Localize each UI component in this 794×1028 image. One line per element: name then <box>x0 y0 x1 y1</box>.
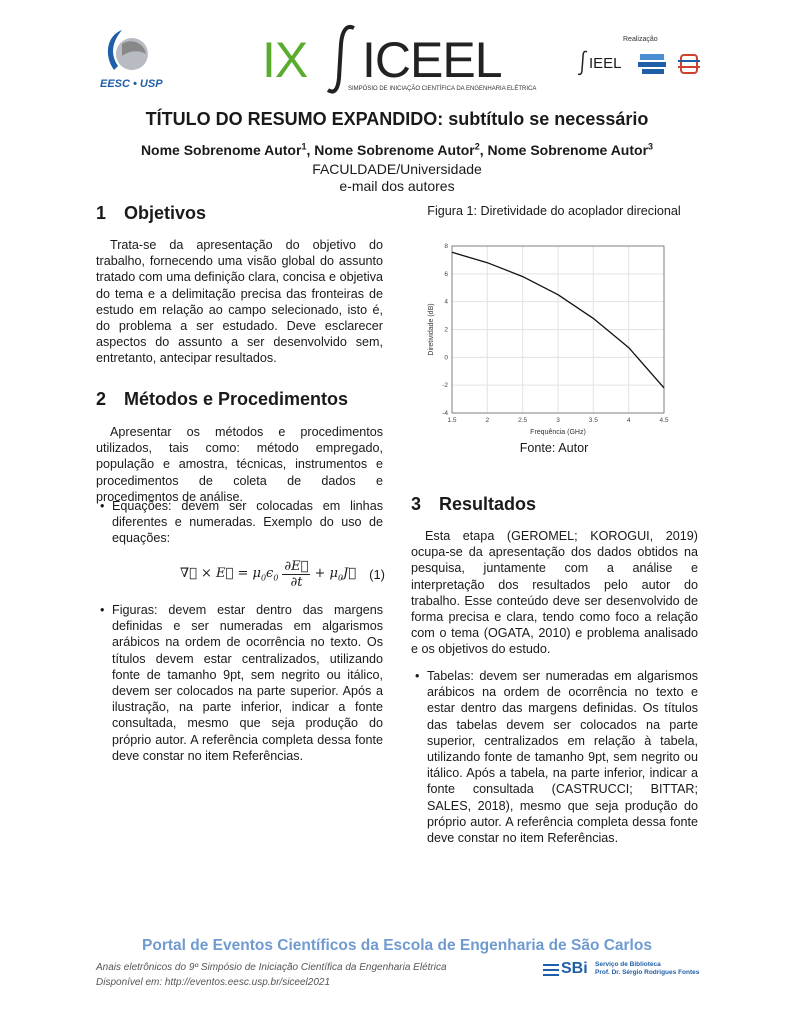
list-item: Figuras: devem estar dentro das margens … <box>96 602 383 764</box>
sbi-line-2: Prof. Dr. Sérgio Rodrigues Fontes <box>595 969 700 976</box>
author-sup: 3 <box>648 141 654 152</box>
figure-caption: Figura 1: Diretividade do acoplador dire… <box>427 204 681 218</box>
section-2-bullets-2: Figuras: devem estar dentro das margens … <box>96 602 383 764</box>
y-tick-label: -2 <box>442 382 448 389</box>
x-tick-label: 4.5 <box>659 417 668 424</box>
siceel-logo: IX ICEEL SIMPÓSIO DE INICIAÇÃO CIENTÍFIC… <box>262 24 547 94</box>
equation: ∇⃗ × E⃗ = μ0ϵ0 ∂E⃗∂t + μ0J⃗ (1) <box>180 558 385 590</box>
x-tick-label: 4 <box>627 417 631 424</box>
eesc-usp-text: EESC • USP <box>100 78 163 90</box>
section-heading-2: 2 Métodos e Procedimentos <box>96 389 349 409</box>
realizacao-label: Realização <box>623 36 658 43</box>
paper-title: TÍTULO DO RESUMO EXPANDIDO: subtítulo se… <box>145 109 649 129</box>
sbi-line-1: Serviço de Biblioteca <box>595 961 661 968</box>
sbi-logo: SBi Serviço de Biblioteca Prof. Dr. Sérg… <box>543 960 708 980</box>
list-item: Tabelas: devem ser numeradas em algarism… <box>411 668 698 846</box>
section-1-text: Trata-se da apresentação do objetivo do … <box>96 238 383 366</box>
sieel-name: IEEL <box>589 55 622 72</box>
x-tick-label: 1.5 <box>447 417 456 424</box>
section-heading-1: 1 Objetivos <box>96 203 207 223</box>
integral-small-icon <box>578 50 588 76</box>
equation-number: (1) <box>369 566 385 582</box>
section-heading-3: 3 Resultados <box>411 494 537 514</box>
section-3-bullets: Tabelas: devem ser numeradas em algarism… <box>411 668 698 846</box>
y-tick-label: 8 <box>444 243 448 250</box>
axes-box <box>451 245 665 414</box>
y-tick-label: 6 <box>444 271 448 278</box>
directivity-chart: 1.5 2 2.5 3 3.5 4 4.5 -4 -2 0 2 4 6 8 Frequência (GHz)… <box>428 243 669 436</box>
authors: Nome Sobrenome Autor1, Nome Sobrenome Au… <box>140 141 654 158</box>
email: e-mail dos autores <box>339 178 455 194</box>
eesc-usp-logo: EESC • USP <box>100 26 163 92</box>
author-name: Nome Sobrenome Autor <box>487 142 649 158</box>
author-name: Nome Sobrenome Autor <box>140 142 302 158</box>
circuit-logo-icon <box>678 54 700 74</box>
roman-numeral: IX <box>262 32 308 88</box>
affiliation: FACULDADE/Universidade <box>312 161 482 177</box>
list-item: Equações: devem ser colocadas em linhas … <box>96 498 383 547</box>
section-3-text: Esta etapa (GEROMEL; KOROGUI, 2019) ocup… <box>411 529 698 657</box>
x-tick-label: 2 <box>486 417 490 424</box>
sbi-text: SBi <box>561 960 588 977</box>
footer-url: Disponível em: http://eventos.eesc.usp.b… <box>96 977 331 988</box>
books-icon <box>543 964 559 976</box>
x-axis-label: Frequência (GHz) <box>530 429 586 436</box>
y-tick-label: 2 <box>444 327 448 334</box>
y-tick-label: 4 <box>444 299 448 306</box>
siceel-name: ICEEL <box>362 32 503 88</box>
x-tick-label: 3.5 <box>589 417 598 424</box>
section-2-text: Apresentar os métodos e procedimentos ut… <box>96 425 383 504</box>
x-tick-label: 3 <box>556 417 560 424</box>
y-axis-label: Diretividade (dB) <box>428 303 435 355</box>
footer-portal: Portal de Eventos Científicos da Escola … <box>142 937 652 954</box>
siceel-subtitle: SIMPÓSIO DE INICIAÇÃO CIENTÍFICA DA ENGE… <box>348 86 537 92</box>
y-tick-label: 0 <box>444 354 448 361</box>
author-sup: 1 <box>301 141 307 152</box>
author-name: Nome Sobrenome Autor <box>314 142 475 158</box>
department-logo-icon <box>638 54 666 74</box>
y-tick-label: -4 <box>442 410 448 417</box>
organizers-logos: Realização IEEL <box>578 36 703 81</box>
footer-annals: Anais eletrônicos do 9º Simpósio de Inic… <box>96 962 447 973</box>
integral-icon <box>326 25 355 94</box>
author-sup: 2 <box>474 141 480 152</box>
figure-source: Fonte: Autor <box>519 441 589 455</box>
section-2-bullets: Equações: devem ser colocadas em linhas … <box>96 498 383 547</box>
x-tick-label: 2.5 <box>518 417 527 424</box>
